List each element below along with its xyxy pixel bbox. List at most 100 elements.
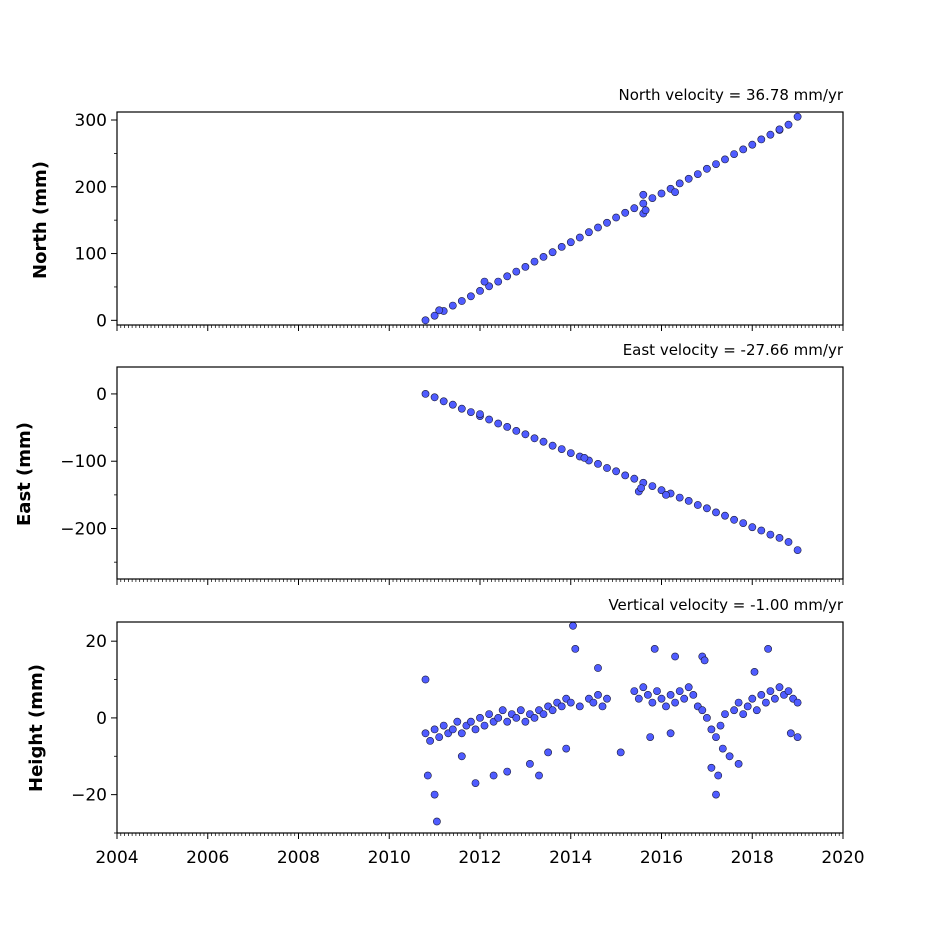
height-point	[457, 729, 466, 738]
height-point	[639, 683, 648, 692]
height-y-tick-label: −20	[71, 786, 107, 806]
height-point	[766, 687, 775, 695]
height-point	[657, 694, 666, 703]
height-y-ticks: 20 0 −20	[71, 632, 117, 834]
north-y-tick-label: 200	[75, 178, 107, 198]
north-point	[703, 164, 711, 173]
height-point	[743, 702, 752, 711]
east-point	[457, 404, 466, 413]
east-point	[612, 467, 620, 476]
height-point	[494, 714, 503, 722]
east-point	[503, 422, 512, 431]
east-point	[580, 453, 589, 462]
north-point	[530, 257, 539, 266]
east-point	[466, 408, 475, 416]
east-point	[476, 410, 484, 418]
height-point	[589, 698, 598, 707]
north-y-ticks: 0 100 200 300	[75, 111, 117, 331]
east-point	[748, 523, 757, 532]
height-point	[498, 706, 507, 715]
height-point	[457, 752, 466, 761]
height-point	[680, 694, 689, 703]
height-point	[432, 817, 441, 826]
east-point	[548, 441, 557, 450]
height-point	[671, 698, 679, 707]
height-point	[516, 706, 525, 715]
height-point	[616, 748, 625, 757]
east-point	[530, 434, 539, 443]
height-point	[739, 710, 748, 718]
east-point	[766, 530, 775, 539]
east-point	[430, 393, 439, 402]
east-y-tick-label: 0	[96, 385, 107, 405]
height-point	[762, 698, 770, 707]
height-point	[689, 691, 698, 699]
height-point	[734, 698, 743, 707]
north-point	[739, 145, 748, 154]
east-point	[621, 471, 630, 480]
north-point	[712, 160, 720, 168]
height-points	[421, 621, 802, 826]
height-point	[793, 698, 802, 707]
north-point	[503, 272, 512, 281]
east-point	[603, 464, 611, 472]
east-point	[421, 389, 430, 398]
north-y-tick-label: 100	[75, 245, 107, 265]
height-point	[521, 717, 530, 726]
east-point	[662, 490, 670, 499]
north-point	[730, 150, 738, 158]
north-point	[671, 188, 679, 196]
east-point	[485, 415, 493, 424]
height-point	[476, 714, 484, 722]
east-point	[730, 515, 738, 524]
height-point	[666, 691, 675, 699]
height-point	[784, 687, 793, 695]
height-point	[571, 645, 580, 653]
east-axes-frame	[116, 366, 844, 580]
north-point	[494, 277, 503, 286]
height-x-tick-label: 2014	[549, 848, 592, 868]
height-x-tick-label: 2016	[640, 848, 683, 868]
east-point	[557, 445, 566, 453]
height-x-tick-label: 2020	[821, 848, 864, 868]
north-point	[639, 199, 648, 208]
height-x-tick-label: 2004	[95, 848, 138, 868]
north-points	[421, 112, 802, 325]
height-point	[730, 706, 738, 715]
height-point	[671, 652, 679, 661]
height-point	[471, 779, 480, 787]
north-point	[775, 125, 784, 134]
height-point	[557, 702, 566, 711]
north-y-tick-label: 0	[96, 311, 107, 331]
height-point	[634, 694, 643, 703]
north-panel: North velocity = 36.78 mm/yr North (mm) …	[30, 86, 844, 331]
north-point	[766, 130, 775, 139]
height-point	[453, 717, 462, 726]
north-point	[621, 208, 630, 217]
east-point	[512, 426, 521, 435]
height-point	[752, 706, 761, 715]
height-point	[471, 725, 480, 734]
east-y-ticks: 0 −100 −200	[60, 385, 117, 563]
height-x-tick-label: 2010	[368, 848, 411, 868]
height-point	[684, 683, 693, 692]
height-point	[526, 760, 534, 768]
height-point	[512, 714, 521, 722]
east-y-tick-label: −200	[60, 520, 107, 540]
height-panel: Vertical velocity = -1.00 mm/yr Height (…	[26, 596, 865, 868]
height-point	[566, 698, 575, 707]
east-point	[684, 496, 693, 505]
height-x-tick-label: 2006	[186, 848, 229, 868]
height-point	[714, 771, 723, 780]
height-point	[562, 744, 571, 753]
height-point	[430, 725, 439, 734]
north-point	[566, 238, 575, 247]
east-point	[775, 534, 784, 542]
height-point	[698, 706, 707, 715]
height-point	[430, 790, 439, 799]
east-velocity-title: East velocity = -27.66 mm/yr	[623, 341, 844, 359]
height-point	[764, 645, 772, 653]
north-point	[648, 194, 657, 202]
height-point	[426, 737, 434, 745]
